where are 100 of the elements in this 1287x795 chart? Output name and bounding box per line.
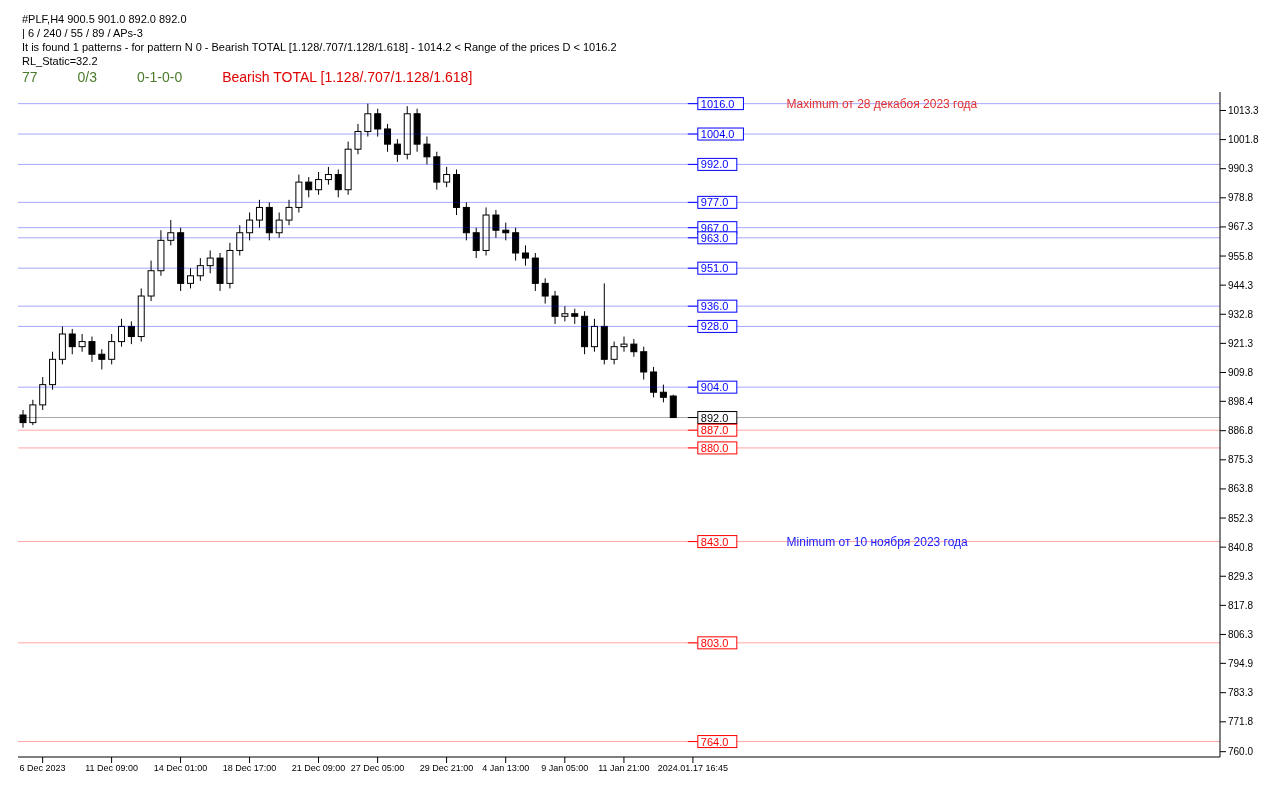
x-tick-label: 18 Dec 17:00 (222, 763, 277, 774)
candlestick (521, 244, 529, 267)
candlestick (650, 366, 658, 398)
x-tick-label: 4 Jan 13:00 (482, 763, 530, 774)
y-tick-label: 944.3 (1228, 279, 1254, 291)
candlestick (590, 318, 598, 353)
y-tick-label: 863.8 (1228, 483, 1254, 495)
candlestick (19, 409, 27, 429)
candlestick (88, 336, 96, 363)
ref-line-label: 887.0 (700, 424, 729, 437)
y-tick-label: 898.4 (1228, 395, 1254, 407)
candlestick (68, 328, 76, 355)
y-tick-label: 921.3 (1228, 337, 1254, 349)
y-tick-label: 932.8 (1228, 308, 1254, 320)
x-tick-label: 2024.01.17 16:45 (657, 763, 728, 774)
x-tick-label: 29 Dec 21:00 (419, 763, 474, 774)
annotation: Maximum от 28 декабоя 2023 года (786, 96, 978, 111)
candlestick (78, 333, 86, 353)
candlestick (551, 290, 559, 325)
ref-line-label: 963.0 (700, 231, 729, 244)
x-tick-label: 11 Dec 09:00 (85, 763, 139, 774)
candlestick (196, 257, 204, 282)
ref-line-label: 904.0 (700, 381, 729, 394)
candlestick (246, 211, 254, 241)
text: 0/3 (77, 69, 98, 85)
y-tick-label: 771.8 (1228, 716, 1254, 728)
y-tick-label: 886.8 (1228, 425, 1254, 437)
candlestick (384, 123, 392, 153)
text: 0-1-0-0 (137, 69, 183, 85)
y-tick-label: 955.8 (1228, 250, 1254, 262)
candlestick (167, 219, 175, 246)
candlestick (127, 320, 135, 345)
candlestick (620, 336, 628, 353)
candlestick (443, 166, 451, 188)
y-tick-label: 760.0 (1228, 746, 1254, 758)
y-tick-label: 909.8 (1228, 367, 1254, 379)
candlestick (393, 138, 401, 163)
candlestick (98, 348, 106, 370)
candlestick (39, 376, 47, 411)
candlestick (29, 399, 37, 426)
candlestick (640, 346, 648, 381)
y-tick-label: 817.8 (1228, 599, 1254, 611)
candlestick (334, 168, 342, 198)
candlestick (630, 338, 638, 358)
y-tick-label: 978.8 (1228, 192, 1254, 204)
candlestick (255, 199, 263, 229)
y-tick-label: 852.3 (1228, 512, 1254, 524)
candlestick (285, 199, 293, 226)
ref-line-label: 1016.0 (700, 97, 735, 110)
candlestick (275, 211, 283, 239)
y-tick-label: 829.3 (1228, 570, 1254, 582)
text: Bearish TOTAL [1.128/.707/1.128/1.618] (222, 69, 473, 85)
candlestick (108, 333, 116, 365)
ref-line-label: 951.0 (700, 262, 729, 275)
candlestick (423, 136, 431, 165)
y-tick-label: 783.3 (1228, 687, 1254, 699)
candlestick (512, 227, 520, 262)
text: It is found 1 patterns - for pattern N 0 - Bearish TOTAL [1.128/.707/1.128/1.618] - 1014.2 < Range of the prices D < 1016.2 (22, 40, 617, 54)
candlestick (236, 224, 244, 257)
y-tick-label: 1001.8 (1228, 134, 1260, 146)
candlestick (364, 103, 372, 138)
chart-title: #PLF,H4 900.5 901.0 892.0 892.0 (22, 12, 188, 26)
candlestick (561, 305, 569, 322)
ref-line-label: 843.0 (700, 535, 729, 548)
ref-line-label: 892.0 (700, 411, 729, 424)
candlestick (315, 171, 323, 196)
y-tick-label: 1013.3 (1228, 105, 1260, 117)
candlestick (492, 209, 500, 239)
ref-line-label: 803.0 (700, 636, 729, 649)
candlestick (186, 267, 194, 289)
ref-line-label: 992.0 (700, 158, 729, 171)
y-tick-label: 840.8 (1228, 541, 1254, 553)
candlestick (354, 123, 362, 155)
annotation: Minimum от 10 ноября 2023 года (786, 534, 969, 549)
candlestick (374, 108, 382, 138)
y-tick-label: 806.3 (1228, 629, 1254, 641)
x-tick-label: 27 Dec 05:00 (350, 763, 405, 774)
y-tick-label: 990.3 (1228, 163, 1254, 175)
x-tick-label: 21 Dec 09:00 (291, 763, 346, 774)
y-tick-label: 794.9 (1228, 657, 1254, 669)
ref-line-label: 1004.0 (700, 128, 735, 141)
candlestick (305, 176, 313, 198)
y-tick-label: 875.3 (1228, 454, 1254, 466)
ref-line-label: 764.0 (700, 735, 729, 748)
candlestick (610, 341, 618, 365)
x-tick-label: 11 Jan 21:00 (598, 763, 650, 774)
x-tick-label: 9 Jan 05:00 (541, 763, 589, 774)
x-tick-label: 14 Dec 01:00 (153, 763, 208, 774)
candlestick (206, 249, 214, 274)
chart-subtitle: | 6 / 240 / 55 / 89 / APs-3 (22, 26, 144, 40)
ref-line-label: 936.0 (700, 300, 729, 313)
candlestick (118, 318, 126, 348)
x-tick-label: 6 Dec 2023 (19, 763, 66, 774)
ref-line-label: 928.0 (700, 320, 729, 333)
candlestick (472, 227, 480, 259)
text: RL_Static=32.2 (22, 54, 99, 68)
ref-line-label: 967.0 (700, 221, 729, 234)
y-tick-label: 967.3 (1228, 221, 1254, 233)
text: 77 (22, 69, 38, 85)
candlestick (541, 277, 549, 305)
